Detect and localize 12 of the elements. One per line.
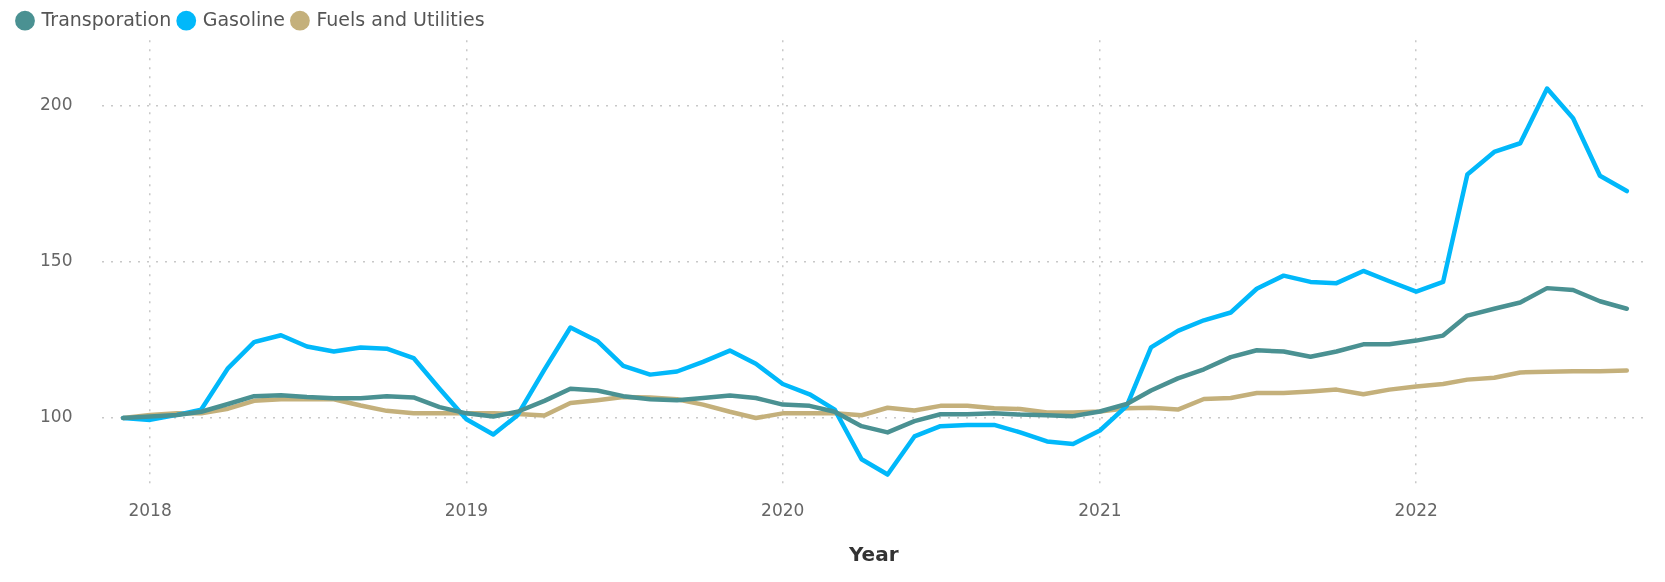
y-tick-label: 150: [39, 250, 73, 271]
x-axis-title: Year: [847, 542, 899, 567]
x-tick-label: 2019: [444, 500, 489, 521]
x-tick-label: 2018: [128, 500, 172, 521]
x-tick-label: 2022: [1394, 500, 1438, 521]
x-tick-label: 2021: [1078, 500, 1122, 521]
x-tick-label: 2020: [761, 500, 805, 521]
legend-label: Fuels and Utilities: [316, 7, 485, 30]
legend-label: Transporation: [40, 7, 172, 30]
y-tick-label: 100: [39, 406, 73, 427]
legend-label: Gasoline: [202, 7, 285, 30]
y-tick-label: 200: [39, 94, 73, 115]
